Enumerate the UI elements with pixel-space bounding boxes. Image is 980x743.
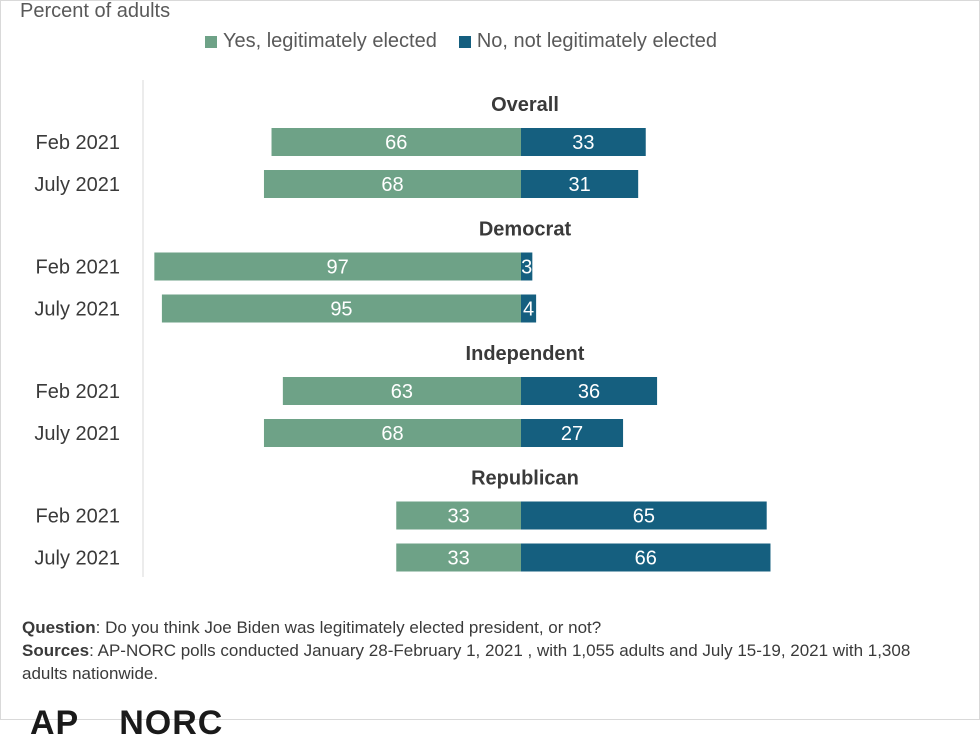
row-label: Feb 2021 xyxy=(35,381,120,403)
question-note: Question: Do you think Joe Biden was leg… xyxy=(22,616,952,639)
data-label-no: 4 xyxy=(523,299,534,321)
bar-no xyxy=(521,543,771,572)
bar-no xyxy=(521,377,658,405)
data-label-no: 65 xyxy=(633,506,655,528)
data-label-yes: 63 xyxy=(391,381,413,403)
data-label-no: 66 xyxy=(635,548,657,570)
row-label: July 2021 xyxy=(34,548,120,570)
bar-yes xyxy=(396,501,521,530)
row-label: July 2021 xyxy=(34,423,120,445)
data-label-no: 33 xyxy=(572,132,594,154)
chart-subtitle: Percent of adults xyxy=(20,0,171,22)
bar-yes xyxy=(271,128,521,156)
bar-yes xyxy=(263,170,521,198)
bar-yes xyxy=(263,419,521,447)
data-label-yes: 68 xyxy=(381,174,403,196)
legend-item-yes: Yes, legitimately elected xyxy=(205,30,437,53)
data-label-yes: 66 xyxy=(385,132,407,154)
legend-swatch-no xyxy=(458,35,471,48)
bar-yes xyxy=(396,543,521,572)
bar-no xyxy=(521,501,767,530)
group-title: Overall xyxy=(491,94,559,116)
legend-swatch-yes xyxy=(205,35,217,48)
row-label: July 2021 xyxy=(34,174,120,196)
row-label: Feb 2021 xyxy=(35,132,120,154)
question-label: Question xyxy=(22,618,96,637)
sources-text: : AP-NORC polls conducted January 28-Feb… xyxy=(22,641,911,683)
group-title: Independent xyxy=(466,343,585,365)
data-label-no: 36 xyxy=(578,381,600,403)
logo-norc: NORC xyxy=(119,704,224,742)
data-label-yes: 97 xyxy=(327,257,349,279)
legend-label-no: No, not legitimately elected xyxy=(476,30,717,52)
bar-no xyxy=(521,419,624,447)
row-label: July 2021 xyxy=(34,299,120,321)
data-label-no: 27 xyxy=(561,423,583,445)
sources-label: Sources xyxy=(22,641,90,660)
bar-yes xyxy=(161,294,521,323)
row-label: Feb 2021 xyxy=(35,506,120,528)
data-label-no: 3 xyxy=(521,257,532,279)
data-label-yes: 33 xyxy=(448,506,470,528)
logo-ap: AP xyxy=(30,704,80,742)
bar-no xyxy=(521,294,537,323)
data-label-yes: 95 xyxy=(330,299,352,321)
diverging-bar-chart: Overall Feb 2021 66 33 July 2021 68 31 Democrat… xyxy=(34,80,771,577)
bar-yes xyxy=(282,377,521,405)
data-label-no: 31 xyxy=(568,174,590,196)
data-label-yes: 68 xyxy=(381,423,403,445)
bar-no xyxy=(521,128,646,156)
legend-item-no: No, not legitimately elected xyxy=(458,30,717,53)
sources-note: Sources: AP-NORC polls conducted January… xyxy=(22,639,952,685)
data-label-yes: 33 xyxy=(448,548,470,570)
legend-label-yes: Yes, legitimately elected xyxy=(223,30,437,52)
bar-no xyxy=(521,170,639,198)
question-text: : Do you think Joe Biden was legitimatel… xyxy=(95,618,602,637)
bar-yes xyxy=(154,252,521,281)
legend: Yes, legitimately elected No, not legiti… xyxy=(205,30,739,53)
bar-no xyxy=(521,252,533,281)
group-title: Democrat xyxy=(479,219,572,241)
row-label: Feb 2021 xyxy=(35,257,120,279)
group-title: Republican xyxy=(471,468,579,490)
chart-notes: Question: Do you think Joe Biden was leg… xyxy=(22,616,952,685)
ap-norc-logo: AP NORC xyxy=(30,704,223,743)
